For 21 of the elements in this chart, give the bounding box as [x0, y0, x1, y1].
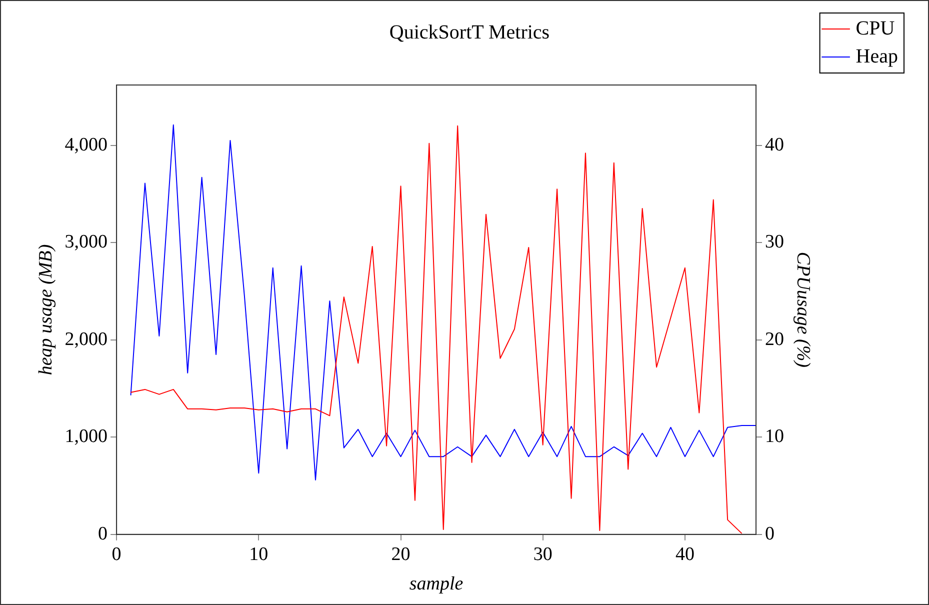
x-tick-label: 30 [533, 544, 552, 565]
y2-tick-label: 30 [765, 232, 784, 253]
y-tick-label: 1,000 [64, 426, 108, 448]
y2-tick-label: 10 [765, 426, 784, 448]
y-tick-label: 0 [98, 523, 108, 544]
x-tick-label: 0 [112, 544, 122, 565]
y-tick-label: 2,000 [64, 328, 108, 350]
y-tick-label: 3,000 [64, 232, 108, 253]
y2-tick-label: 0 [765, 523, 775, 544]
y2-tick-label: 40 [765, 134, 784, 156]
y2-tick-label: 20 [765, 328, 784, 350]
y-tick-label: 4,000 [64, 134, 108, 156]
x-axis-title: sample [409, 574, 464, 595]
x-tick-label: 40 [675, 544, 694, 565]
chart-title: QuickSortT Metrics [389, 21, 550, 44]
y2-axis-title: CPUusage (%) [792, 252, 814, 368]
x-tick-label: 10 [249, 544, 268, 565]
legend-label: CPU [856, 17, 896, 40]
x-tick-label: 20 [391, 544, 410, 565]
legend-label: Heap [856, 45, 898, 68]
y-axis-title: heap usage (MB) [35, 244, 56, 376]
